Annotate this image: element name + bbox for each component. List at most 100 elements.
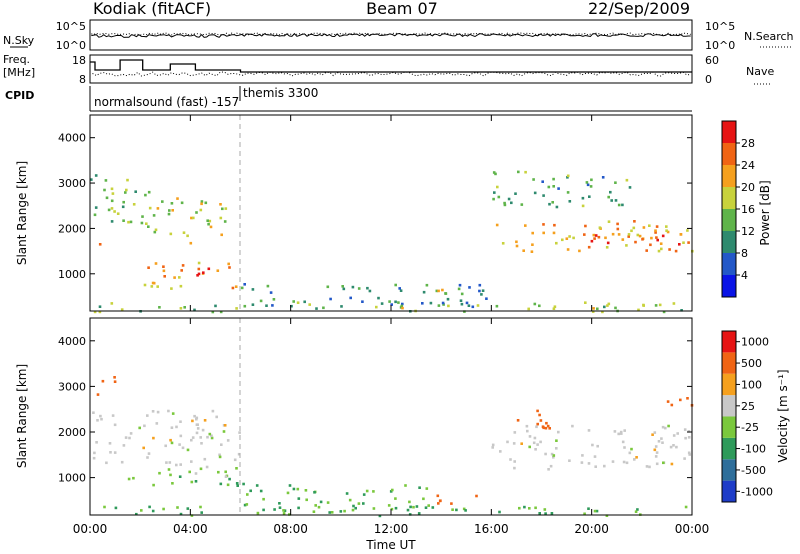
x-tick-label: 16:00 — [474, 522, 509, 536]
heatmap-cell — [105, 196, 109, 200]
heatmap-cell — [110, 199, 114, 203]
heatmap-cell — [686, 229, 689, 232]
heatmap-cell — [552, 177, 555, 181]
heatmap-cell — [538, 413, 541, 417]
heatmap-cell — [164, 444, 167, 448]
heatmap-cell — [272, 298, 276, 301]
heatmap-cell — [451, 508, 454, 511]
heatmap-cell — [234, 285, 238, 288]
heatmap-cell — [538, 512, 541, 515]
heatmap-cell — [596, 307, 599, 311]
heatmap-cell — [111, 414, 115, 417]
power-y-axis: 1000 2000 3000 4000 — [58, 132, 692, 281]
heatmap-cell — [481, 289, 485, 292]
heatmap-cell — [645, 465, 649, 468]
heatmap-cell — [583, 233, 586, 236]
heatmap-cell — [548, 427, 551, 430]
heatmap-cell — [533, 191, 537, 195]
heatmap-cell — [480, 293, 483, 296]
heatmap-cell — [593, 455, 597, 458]
heatmap-cell — [140, 509, 143, 512]
y-tick-label: 4000 — [58, 335, 86, 348]
heatmap-cell — [497, 195, 501, 199]
heatmap-cell — [591, 310, 595, 313]
heatmap-cell — [503, 203, 507, 207]
heatmap-cell — [655, 462, 659, 466]
colorbar-tick-label: 28 — [741, 137, 755, 150]
heatmap-cell — [380, 302, 384, 305]
heatmap-cell — [161, 200, 164, 203]
heatmap-cell — [450, 502, 453, 505]
heatmap-cell — [523, 505, 526, 509]
heatmap-cell — [142, 446, 145, 450]
heatmap-cell — [501, 242, 505, 245]
heatmap-cell — [377, 296, 380, 300]
heatmap-cell — [538, 304, 541, 308]
heatmap-cell — [110, 220, 114, 223]
heatmap-cell — [169, 232, 173, 236]
heatmap-cell — [522, 249, 525, 252]
heatmap-cell — [223, 424, 227, 427]
heatmap-cell — [628, 451, 632, 455]
heatmap-cell — [249, 489, 252, 493]
heatmap-cell — [439, 499, 442, 502]
heatmap-cell — [256, 511, 260, 515]
heatmap-cell — [330, 511, 334, 514]
heatmap-cell — [678, 243, 681, 246]
heatmap-cell — [655, 451, 659, 454]
heatmap-cell — [206, 219, 209, 222]
heatmap-cell — [399, 289, 403, 292]
heatmap-cell — [94, 206, 98, 209]
freq-unit-label: [MHz] — [3, 66, 35, 79]
heatmap-cell — [415, 505, 419, 508]
heatmap-cell — [495, 223, 499, 227]
heatmap-cell — [127, 477, 131, 481]
heatmap-cell — [391, 488, 394, 492]
heatmap-cell — [207, 222, 210, 226]
heatmap-cell — [444, 292, 448, 295]
heatmap-cell — [292, 300, 295, 303]
heatmap-cell — [113, 210, 116, 213]
heatmap-cell — [475, 494, 478, 498]
velocity-heatmap — [92, 376, 694, 518]
heatmap-cell — [387, 504, 391, 507]
heatmap-cell — [595, 509, 599, 513]
heatmap-cell — [607, 195, 610, 199]
heatmap-cell — [665, 225, 668, 228]
heatmap-cell — [638, 234, 642, 238]
heatmap-cell — [665, 229, 668, 232]
heatmap-cell — [328, 511, 331, 514]
heatmap-cell — [605, 246, 609, 249]
heatmap-cell — [642, 303, 645, 307]
heatmap-cell — [228, 266, 231, 269]
heatmap-cell — [509, 458, 512, 461]
heatmap-cell — [186, 507, 190, 510]
heatmap-cell — [128, 436, 131, 440]
heatmap-cell — [101, 379, 105, 383]
heatmap-cell — [437, 304, 441, 307]
colorbar-swatch — [722, 165, 736, 187]
heatmap-cell — [593, 237, 596, 240]
heatmap-cell — [553, 223, 556, 227]
heatmap-cell — [290, 304, 293, 308]
heatmap-cell — [154, 228, 158, 232]
freq-trace — [90, 59, 692, 73]
heatmap-cell — [648, 224, 651, 227]
heatmap-cell — [492, 197, 495, 201]
heatmap-cell — [190, 438, 193, 442]
heatmap-cell — [296, 301, 300, 304]
heatmap-cell — [218, 455, 222, 459]
heatmap-cell — [460, 302, 464, 306]
heatmap-cell — [601, 310, 604, 314]
heatmap-cell — [339, 510, 343, 513]
heatmap-cell — [427, 504, 430, 507]
heatmap-cell — [116, 212, 120, 215]
heatmap-cell — [297, 497, 301, 500]
heatmap-cell — [422, 290, 426, 294]
heatmap-cell — [152, 214, 156, 217]
heatmap-cell — [394, 506, 398, 510]
heatmap-cell — [178, 276, 181, 279]
colorbar-tick-label: -500 — [741, 464, 766, 477]
heatmap-cell — [200, 202, 203, 206]
heatmap-cell — [607, 302, 611, 306]
